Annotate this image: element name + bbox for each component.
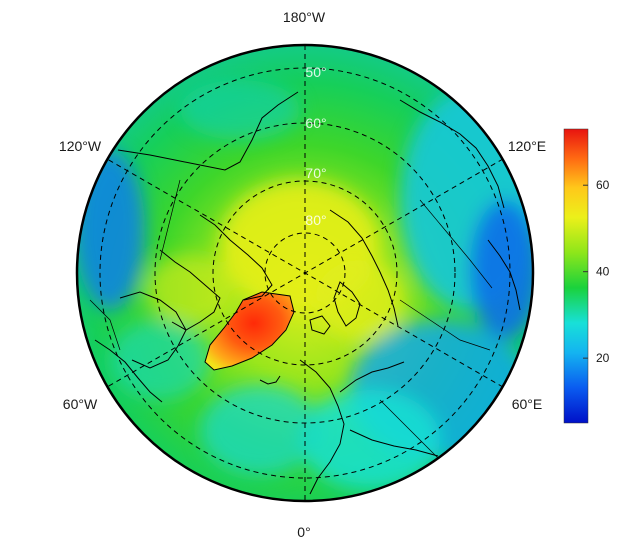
kara-yellow-region	[315, 260, 405, 340]
europe-cyan-region	[300, 390, 440, 490]
lat-label-80: 80°	[305, 212, 326, 228]
graticule	[99, 45, 511, 501]
colorbar-ramp	[563, 128, 589, 424]
map-disk	[77, 45, 533, 501]
lat-label-70: 70°	[305, 165, 326, 181]
lon-label-60w: 60°W	[63, 396, 98, 412]
colorbar-ticks: 20 40 60	[583, 178, 610, 365]
colorbar-tick-label: 60	[596, 178, 610, 192]
atlantic-cyan-region	[200, 385, 320, 475]
lon-label-180w: 180°W	[283, 9, 326, 25]
lat-label-50: 50°	[305, 64, 326, 80]
hudson-cyan-region	[110, 320, 210, 400]
colorbar-tick-label: 20	[596, 351, 610, 365]
pacific-cyan-region	[180, 80, 300, 140]
far-east-cold-region	[470, 200, 533, 340]
colorbar: 20 40 60	[563, 128, 610, 424]
meridian-60e-120w	[106, 158, 504, 388]
greenland-ice-sheet	[204, 291, 295, 371]
colorbar-tick-label: 40	[596, 265, 610, 279]
map-border	[75, 43, 535, 503]
lon-label-60e: 60°E	[512, 396, 543, 412]
lat-label-60: 60°	[305, 115, 326, 131]
canada-yellow-region	[145, 255, 235, 325]
country-borders	[89, 179, 493, 461]
west-canada-blue-region	[77, 150, 145, 310]
field-variations	[77, 80, 533, 490]
lon-label-0: 0°	[297, 524, 310, 540]
lon-label-120e: 120°E	[508, 138, 546, 154]
latitude-circle-80	[264, 232, 346, 314]
lon-label-120w: 120°W	[59, 138, 102, 154]
